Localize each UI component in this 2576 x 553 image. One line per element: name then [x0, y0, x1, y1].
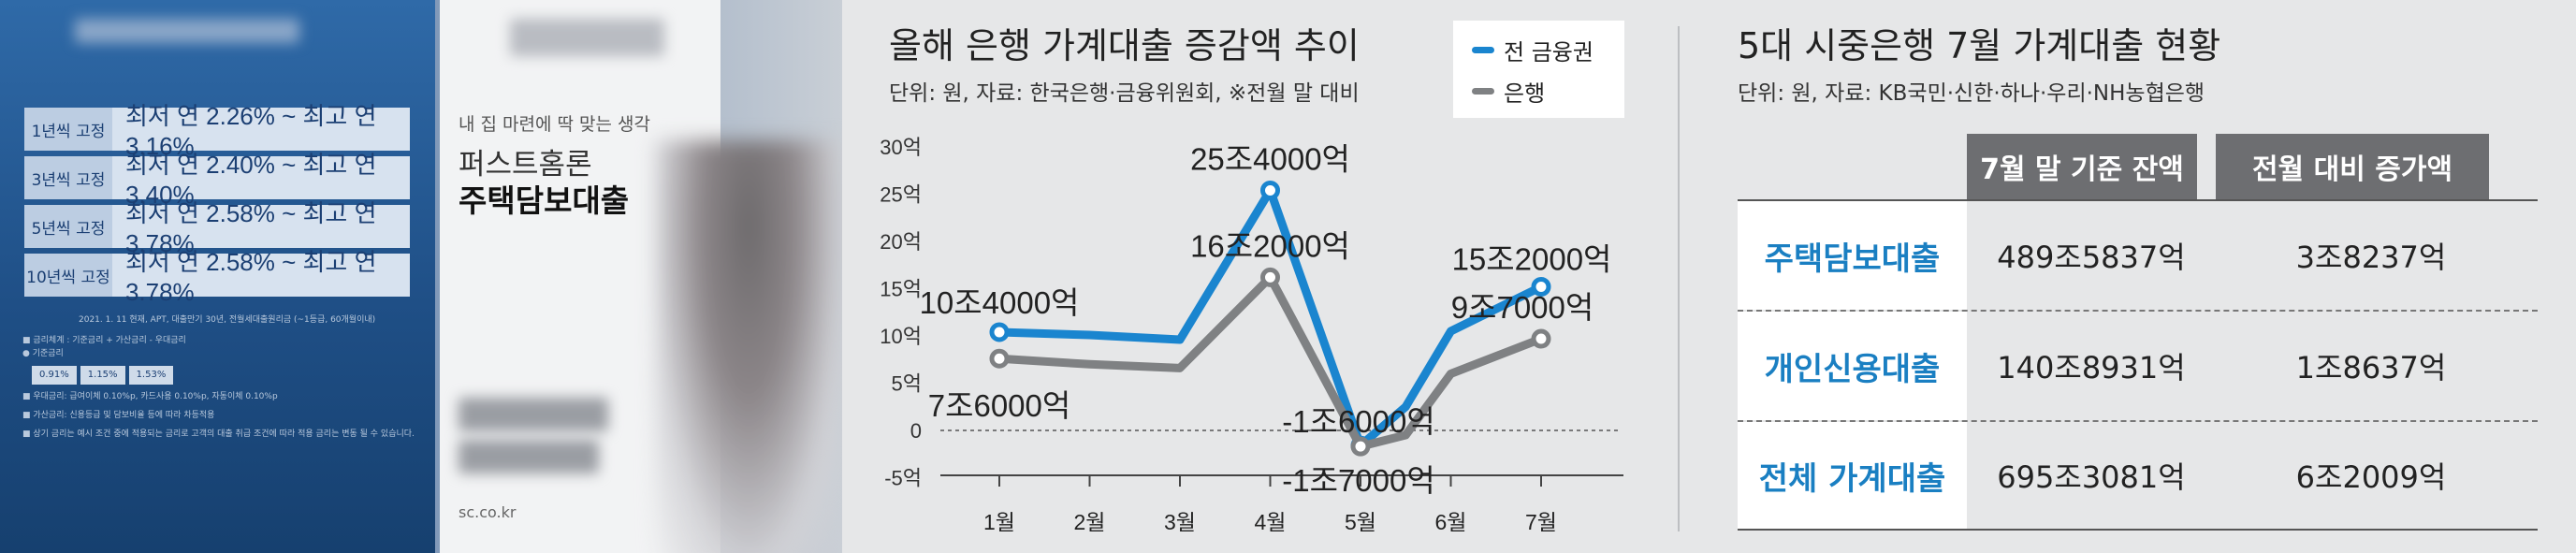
legend-label: 전 금융권: [1504, 39, 1594, 65]
row-label: 전체 가계대출: [1738, 422, 1967, 529]
row-label: 개인신용대출: [1738, 312, 1967, 420]
cell-balance: 489조5837억: [1997, 240, 2186, 275]
data-label: 9조7000억: [1451, 290, 1594, 325]
data-label: -1조7000억: [1282, 463, 1434, 498]
header-increase: 전월 대비 증가액: [2216, 134, 2489, 199]
fine-item: ■ 우대금리: 급여이체 0.10%p, 카드사용 0.10%p, 자동이체 0…: [22, 392, 278, 401]
blurred-text: [458, 440, 599, 473]
series-line-all-financial: [995, 185, 1546, 450]
data-point: [989, 348, 1010, 369]
rate-term: 5년씩 고정: [24, 205, 112, 248]
header-balance: 7월 말 기준 잔액: [1967, 134, 2197, 199]
data-label: -1조6000억: [1282, 404, 1434, 439]
data-label: 7조6000억: [928, 388, 1071, 423]
legend-item: 전 금융권: [1472, 34, 1594, 66]
data-point: [1531, 276, 1551, 297]
legend-swatch: [1472, 88, 1494, 95]
blurred-logo: [510, 19, 664, 56]
table-row: 전체 가계대출 695조3081억 6조2009억: [1738, 420, 2538, 531]
fine-mini-cell: 1.15%: [80, 366, 125, 385]
x-tick-label: 3월: [1164, 510, 1196, 534]
poster-title: 퍼스트홈론: [458, 148, 592, 182]
fine-print: 2021. 1. 11 현재, APT, 대출만기 30년, 전월세대출원리금 …: [22, 313, 415, 441]
table-row: 개인신용대출 140조8931억 1조8637억: [1738, 310, 2538, 420]
row-label: 주택담보대출: [1738, 201, 1967, 310]
data-point: [989, 322, 1010, 342]
rate-term: 3년씩 고정: [24, 156, 112, 199]
rate-range: 최저 연 2.26% ~ 최고 연 3.16%: [124, 102, 377, 160]
data-label: 10조4000억: [920, 285, 1080, 320]
y-tick-label: 10억: [880, 325, 922, 348]
data-label: 16조2000억: [1190, 228, 1350, 263]
blurred-logo: [75, 19, 299, 43]
data-point: [1260, 267, 1280, 287]
x-tick-label: 2월: [1074, 510, 1106, 534]
table-subtitle: 단위: 원, 자료: KB국민·신한·하나·우리·NH농협은행: [1738, 81, 2205, 106]
rate-term: 10년씩 고정: [24, 254, 112, 297]
cell-increase: 1조8637억: [2295, 350, 2447, 386]
data-point: [1260, 180, 1280, 200]
rate-table: 1년씩 고정 최저 연 2.26% ~ 최고 연 3.16% 3년씩 고정 최저 연…: [24, 102, 410, 306]
cell-balance: 140조8931억: [1997, 350, 2186, 386]
data-point: [1350, 436, 1371, 457]
x-tick-label: 6월: [1435, 510, 1467, 534]
y-tick-label: 30억: [880, 136, 922, 159]
series-line-bank: [995, 272, 1546, 451]
poster-subtitle: 내 집 마련에 딱 맞는 생각: [458, 114, 650, 135]
chart-title: 올해 은행 가계대출 증감액 추이: [889, 25, 1360, 66]
background-photo: 1년씩 고정 최저 연 2.26% ~ 최고 연 3.16% 3년씩 고정 최저 연…: [0, 0, 842, 553]
y-tick-label: 25억: [880, 183, 922, 207]
fine-item: ■ 가산금리: 신용등급 및 담보비율 등에 따라 차등적용: [22, 411, 215, 420]
legend-swatch: [1472, 47, 1494, 53]
loan-table: 주택담보대출 489조5837억 3조8237억 개인신용대출 140조8931…: [1738, 199, 2538, 531]
data-point: [1531, 328, 1551, 349]
table-row: 주택담보대출 489조5837억 3조8237억: [1738, 199, 2538, 310]
rate-range: 최저 연 2.58% ~ 최고 연 3.78%: [124, 199, 377, 257]
cell-increase: 3조8237억: [2295, 240, 2447, 275]
rate-row: 1년씩 고정 최저 연 2.26% ~ 최고 연 3.16%: [24, 102, 410, 160]
data-label: 25조4000억: [1190, 141, 1350, 176]
y-tick-label: 5억: [892, 372, 922, 396]
rate-row: 3년씩 고정 최저 연 2.40% ~ 최고 연 3.40%: [24, 151, 410, 209]
legend-item: 은행: [1472, 75, 1545, 108]
data-label: 15조2000억: [1452, 241, 1612, 276]
chart-subtitle: 단위: 원, 자료: 한국은행·금융위원회, ※전월 말 대비: [889, 81, 1360, 106]
x-tick-label: 7월: [1525, 510, 1557, 534]
cell-increase: 6조2009억: [2295, 459, 2447, 495]
y-tick-label: 15억: [880, 278, 922, 301]
chart-legend: 전 금융권 은행: [1453, 21, 1624, 118]
x-tick-label: 4월: [1255, 510, 1287, 534]
table-header: 7월 말 기준 잔액 전월 대비 증가액: [1967, 134, 2489, 199]
fine-mini-cell: 0.91%: [32, 366, 77, 385]
fine-mini-cell: 1.53%: [128, 366, 174, 385]
table-title: 5대 시중은행 7월 가계대출 현황: [1738, 25, 2221, 66]
y-tick-label: 20억: [880, 230, 922, 254]
poster-url: sc.co.kr: [458, 503, 517, 521]
x-tick-label: 1월: [983, 510, 1015, 534]
legend-label: 은행: [1504, 80, 1546, 107]
fine-note: 2021. 1. 11 현재, APT, 대출만기 30년, 전월세대출원리금 …: [79, 315, 376, 325]
x-tick-label: 5월: [1345, 510, 1376, 534]
fine-item: ■ 상기 금리는 예시 조건 중에 적용되는 금리로 고객의 대출 취급 조건에…: [22, 429, 415, 439]
panel-divider: [1678, 26, 1680, 531]
rate-row: 5년씩 고정 최저 연 2.58% ~ 최고 연 3.78%: [24, 199, 410, 257]
rate-term: 1년씩 고정: [24, 108, 112, 151]
rate-range: 최저 연 2.58% ~ 최고 연 3.78%: [124, 248, 377, 306]
fine-item: ● 기준금리: [22, 349, 64, 358]
cell-balance: 695조3081억: [1997, 459, 2186, 495]
y-tick-label: -5억: [884, 467, 922, 490]
rate-range: 최저 연 2.40% ~ 최고 연 3.40%: [124, 151, 377, 209]
fine-mini-table: 0.91% 1.15% 1.53%: [32, 366, 415, 385]
rate-poster: 1년씩 고정 최저 연 2.26% ~ 최고 연 3.16% 3년씩 고정 최저 연…: [0, 0, 435, 553]
rate-row: 10년씩 고정 최저 연 2.58% ~ 최고 연 3.78%: [24, 248, 410, 306]
poster-title-bold: 주택담보대출: [458, 182, 630, 219]
blurred-person: [655, 140, 842, 553]
blurred-text: [458, 398, 608, 431]
fine-item: ■ 금리체계 : 기준금리 + 가산금리 - 우대금리: [22, 336, 186, 345]
y-tick-label: 0: [910, 419, 922, 443]
